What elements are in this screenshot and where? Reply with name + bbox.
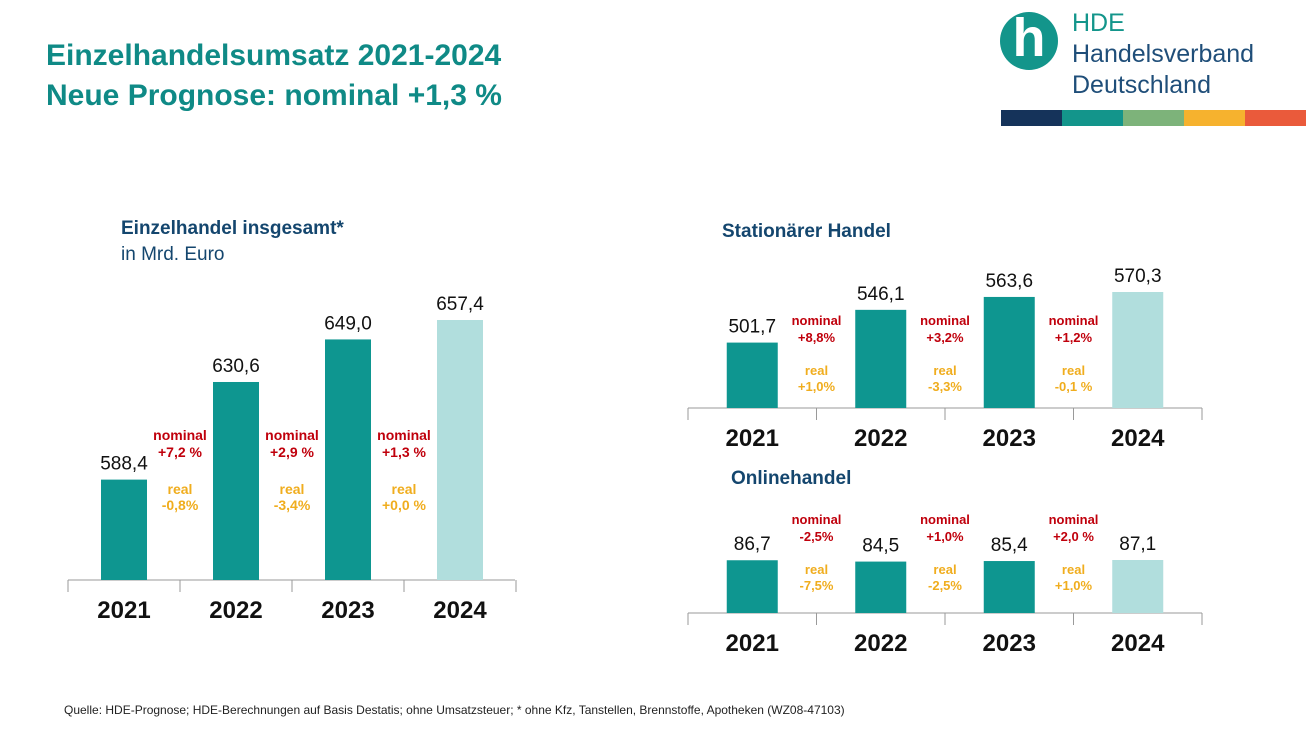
bar-2022 [855,561,907,613]
real-change: +1,0% [798,379,836,394]
bar-value-label: 657,4 [436,294,484,315]
bar-value-label: 546,1 [857,284,905,305]
real-label: real [933,562,956,577]
logo-line3: Deutschland [1072,71,1211,99]
bar-2022 [213,381,259,580]
nominal-label: nominal [920,313,970,328]
real-label: real [168,481,193,497]
real-label: real [1062,562,1085,577]
hde-h-circle-icon: h [1000,11,1058,70]
bar-value-label: 85,4 [991,535,1028,556]
real-change: +0,0 % [382,497,427,513]
nominal-change: +2,0 % [1053,529,1094,544]
nominal-label: nominal [920,512,970,527]
x-tick-label: 2024 [1111,425,1165,452]
page-title-line2: Neue Prognose: nominal +1,3 % [46,79,502,112]
real-change: -3,3% [928,379,962,394]
x-tick-label: 2021 [726,425,779,452]
bar-value-label: 86,7 [734,534,771,555]
real-label: real [1062,363,1085,378]
bar-value-label: 588,4 [100,454,148,475]
x-tick-label: 2024 [1111,630,1165,657]
bar-2023 [325,339,371,580]
nominal-label: nominal [377,427,431,443]
real-change: -3,4% [274,497,311,513]
nominal-label: nominal [792,512,842,527]
bar-value-label: 570,3 [1114,266,1162,287]
x-tick-label: 2023 [983,425,1036,452]
page-title-line1: Einzelhandelsumsatz 2021-2024 [46,39,502,72]
x-tick-label: 2023 [321,597,374,624]
bar-2021 [101,479,147,580]
logo-stripe-1 [1062,110,1123,126]
nominal-change: +1,0% [926,529,964,544]
chart-title: Stationärer Handel [722,221,891,242]
nominal-label: nominal [153,427,207,443]
chart-online: Onlinehandel 86,7 2021 84,5 2022 85,4 2023 87,1… [687,468,1203,657]
x-tick-label: 2023 [983,630,1036,657]
real-change: -7,5% [800,578,834,593]
nominal-label: nominal [792,313,842,328]
bar-2021 [726,560,778,613]
real-label: real [280,481,305,497]
real-label: real [933,363,956,378]
bar-value-label: 84,5 [862,536,899,557]
real-label: real [805,363,828,378]
real-label: real [392,481,417,497]
bar-2023 [983,561,1035,613]
chart-title: Onlinehandel [731,468,851,489]
bar-value-label: 630,6 [212,356,260,377]
bar-2023 [983,296,1035,408]
bar-2024 [1112,292,1164,408]
logo-stripe-3 [1184,110,1245,126]
logo-line2: Handelsverband [1072,40,1255,68]
bar-2024 [437,320,483,580]
logo-color-stripes [1001,110,1306,126]
x-tick-label: 2021 [97,597,150,624]
nominal-change: +1,3 % [382,444,427,460]
hde-logo: h HDE Handelsverband Deutschland [1000,8,1306,128]
chart-total: Einzelhandel insgesamt* in Mrd. Euro 588,4… [67,218,517,624]
real-change: -0,1 % [1055,379,1093,394]
logo-wordmark: HDE Handelsverband Deutschland [1072,8,1254,101]
chart-stationary: Stationärer Handel 501,7 2021 546,1 2022 563,… [687,221,1203,452]
x-tick-label: 2022 [209,597,262,624]
bar-value-label: 563,6 [985,271,1033,292]
nominal-change: +1,2% [1055,330,1093,345]
x-tick-label: 2022 [854,425,907,452]
page-title: Einzelhandelsumsatz 2021-2024 Neue Progn… [46,36,502,116]
chart-subtitle: in Mrd. Euro [121,244,224,265]
logo-stripe-2 [1123,110,1184,126]
logo-stripe-0 [1001,110,1062,126]
source-footnote: Quelle: HDE-Prognose; HDE-Berechnungen a… [64,703,845,717]
bar-value-label: 649,0 [324,313,372,334]
chart-title: Einzelhandel insgesamt* [121,218,344,239]
nominal-label: nominal [265,427,319,443]
logo-stripe-4 [1245,110,1306,126]
x-tick-label: 2022 [854,630,907,657]
nominal-change: +7,2 % [158,444,203,460]
nominal-change: +2,9 % [270,444,315,460]
bar-2022 [855,309,907,408]
x-tick-label: 2021 [726,630,779,657]
x-tick-label: 2024 [433,597,487,624]
nominal-label: nominal [1049,512,1099,527]
nominal-label: nominal [1049,313,1099,328]
real-label: real [805,562,828,577]
nominal-change: +8,8% [798,330,836,345]
nominal-change: -2,5% [800,529,834,544]
real-change: -2,5% [928,578,962,593]
bar-2024 [1112,560,1164,613]
bar-value-label: 87,1 [1119,534,1156,555]
nominal-change: +3,2% [926,330,964,345]
bar-value-label: 501,7 [728,317,776,338]
bar-2021 [726,342,778,408]
real-change: +1,0% [1055,578,1093,593]
logo-line1: HDE [1072,9,1125,37]
real-change: -0,8% [162,497,199,513]
